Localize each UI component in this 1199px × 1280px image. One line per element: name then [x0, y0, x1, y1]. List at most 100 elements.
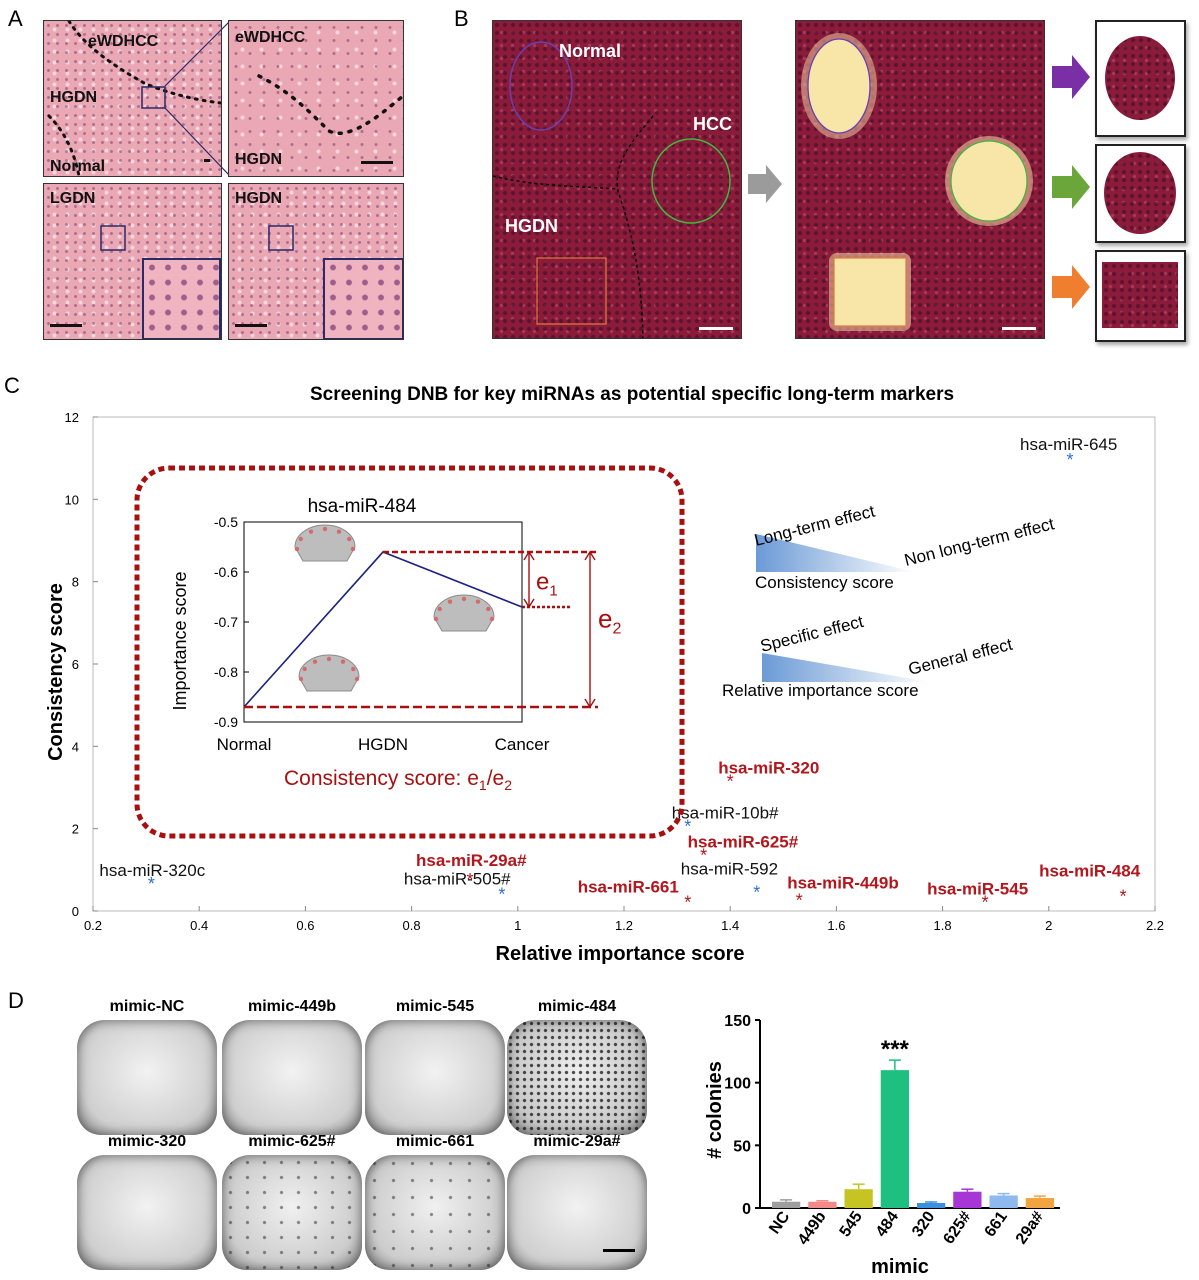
bar-y-tick-label: 100 [724, 1076, 751, 1093]
y-tick-label: 8 [72, 575, 79, 590]
bar [1025, 1197, 1055, 1208]
tile-label-hgdn-zoom: HGDN [235, 151, 283, 168]
point-label: hsa-miR-505# [404, 869, 511, 888]
network-glyph-icon [294, 524, 356, 562]
tile-label-ewdhcc-zoom: eWDHCC [235, 29, 306, 46]
annotation-e2: e2 [598, 604, 621, 638]
bar-y-tick-label: 150 [724, 1013, 751, 1030]
label-long-term: Long-term effect [752, 502, 877, 550]
bar-category-label: 29a# [1013, 1208, 1047, 1247]
scatter-points: *hsa-miR-645*hsa-miR-320c*hsa-miR-505#*h… [99, 435, 1140, 913]
bar-category-label: 320 [909, 1208, 938, 1240]
orange-arrow-icon [1052, 265, 1090, 309]
dish-484 [507, 1020, 647, 1135]
lcm-image-after [795, 20, 1045, 339]
boundary-lines [47, 21, 221, 176]
annotation-e1: e1 [536, 569, 558, 600]
point-label: hsa-miR-545 [927, 880, 1028, 899]
scatter-point: * [982, 893, 989, 913]
bar-category-label: 545 [837, 1208, 866, 1240]
tile-label-ewdhcc: eWDHCC [88, 33, 159, 50]
point-label: hsa-miR-592 [681, 859, 778, 878]
scatter-point: * [1067, 450, 1074, 470]
lcm-label-normal: Normal [559, 41, 622, 61]
y-tick-label: 4 [72, 739, 79, 754]
dish-label-320: mimic-320 [107, 1133, 187, 1150]
network-glyph-icon [298, 654, 360, 692]
dish-label-625: mimic-625# [248, 1133, 336, 1150]
scatter-point: * [700, 845, 707, 865]
captured-tissue-normal [1095, 20, 1186, 137]
y-tick-label: 6 [72, 657, 79, 672]
inset-callout-box [134, 465, 685, 839]
bar-category-label: 449b [795, 1208, 830, 1248]
point-label: hsa-miR-661 [578, 878, 679, 897]
y-tick-label: 2 [72, 822, 79, 837]
scatter-point: * [1120, 887, 1127, 907]
panel-letter-b: B [454, 6, 469, 31]
scatter-axes: 0.2 0.4 0.6 0.8 1 1.2 1.4 1.6 1.8 2 2.2 0 2 4 6 8 10 12 [65, 410, 1165, 933]
bar-y-label: # colonies [704, 1061, 726, 1159]
captured-tissue-hcc [1095, 144, 1186, 243]
chart-title: Screening DNB for key miRNAs as potentia… [310, 384, 954, 405]
lgdn-inset-zoom [142, 258, 221, 339]
hgdn-inset-zoom [323, 258, 403, 339]
bar-axes: 0 50 100 150 [724, 1013, 1060, 1218]
point-label: hsa-miR-320 [718, 758, 819, 777]
x-tick-label: 1.4 [721, 918, 739, 933]
inset-y-tick-label: -0.8 [214, 664, 238, 680]
bar-x-label: mimic [871, 1256, 929, 1278]
point-label: hsa-miR-625# [688, 832, 799, 851]
lcm-label-hcc: HCC [693, 114, 732, 134]
tile-label-hgdn: HGDN [50, 89, 98, 106]
inset-x-tick-label: Cancer [495, 735, 550, 754]
dish-29a [507, 1155, 647, 1270]
bar-category-label: NC [766, 1208, 793, 1237]
point-label: hsa-miR-645 [1020, 435, 1117, 454]
lcm-image-before: Normal HCC HGDN [492, 20, 742, 339]
x-tick-label: 0.8 [403, 918, 421, 933]
histology-tile-lgdn: LGDN [43, 183, 222, 340]
network-glyph-icon [433, 594, 495, 632]
inset-line [243, 524, 523, 708]
dish-label-545: mimic-545 [395, 998, 475, 1015]
panel-letter-c: C [4, 373, 20, 398]
zoom-connector-lines [164, 21, 230, 176]
inset-y-label: Importance score [170, 571, 190, 710]
x-tick-label: 0.2 [84, 918, 102, 933]
lcm-label-hgdn: HGDN [505, 216, 558, 236]
histology-tile-hgdn: HGDN [228, 183, 404, 340]
tile-label-normal: Normal [50, 158, 106, 175]
dish-661 [365, 1155, 505, 1270]
x-tick-label: 0.4 [190, 918, 208, 933]
label-relative-importance: Relative importance score [722, 681, 919, 700]
dish-label-661: mimic-661 [395, 1133, 475, 1150]
inset-annotations: e1 e2 [244, 550, 621, 709]
x-tick-label: 1.8 [934, 918, 952, 933]
panel-letter-a: A [8, 6, 23, 31]
bar [916, 1202, 946, 1208]
tile-label-hgdn-b: HGDN [235, 190, 283, 207]
label-non-long-term: Non long-term effect [902, 514, 1056, 570]
panel-letter-d: D [8, 988, 24, 1013]
y-axis-label: Consistency score [45, 583, 67, 761]
bar-y-tick-label: 0 [742, 1201, 751, 1218]
colony-bar-chart: # colonies mimic 0 50 100 150 NC 449b 545 484 *… [704, 1013, 1060, 1278]
x-tick-label: 2.2 [1146, 918, 1164, 933]
dish-545 [365, 1020, 505, 1135]
dish-625 [222, 1155, 362, 1270]
y-tick-label: 10 [65, 492, 79, 507]
specific-wedge [762, 653, 930, 682]
point-label: hsa-miR-484 [1039, 862, 1141, 881]
inset-x-tick-label: HGDN [358, 735, 408, 754]
scatter-point: * [753, 882, 760, 902]
boundary-line-zoom [257, 74, 403, 164]
y-tick-label: 12 [65, 410, 79, 425]
bar-marks: NC 449b 545 484 *** 320 625# 661 29a# [766, 1036, 1055, 1248]
long-term-wedge [756, 534, 915, 572]
bar-category-label: 625# [940, 1208, 974, 1247]
x-tick-label: 0.6 [296, 918, 314, 933]
inset-x-tick-label: Normal [217, 735, 272, 754]
lgdn-marks [50, 225, 126, 327]
dish-scale-bar [603, 1249, 635, 1252]
